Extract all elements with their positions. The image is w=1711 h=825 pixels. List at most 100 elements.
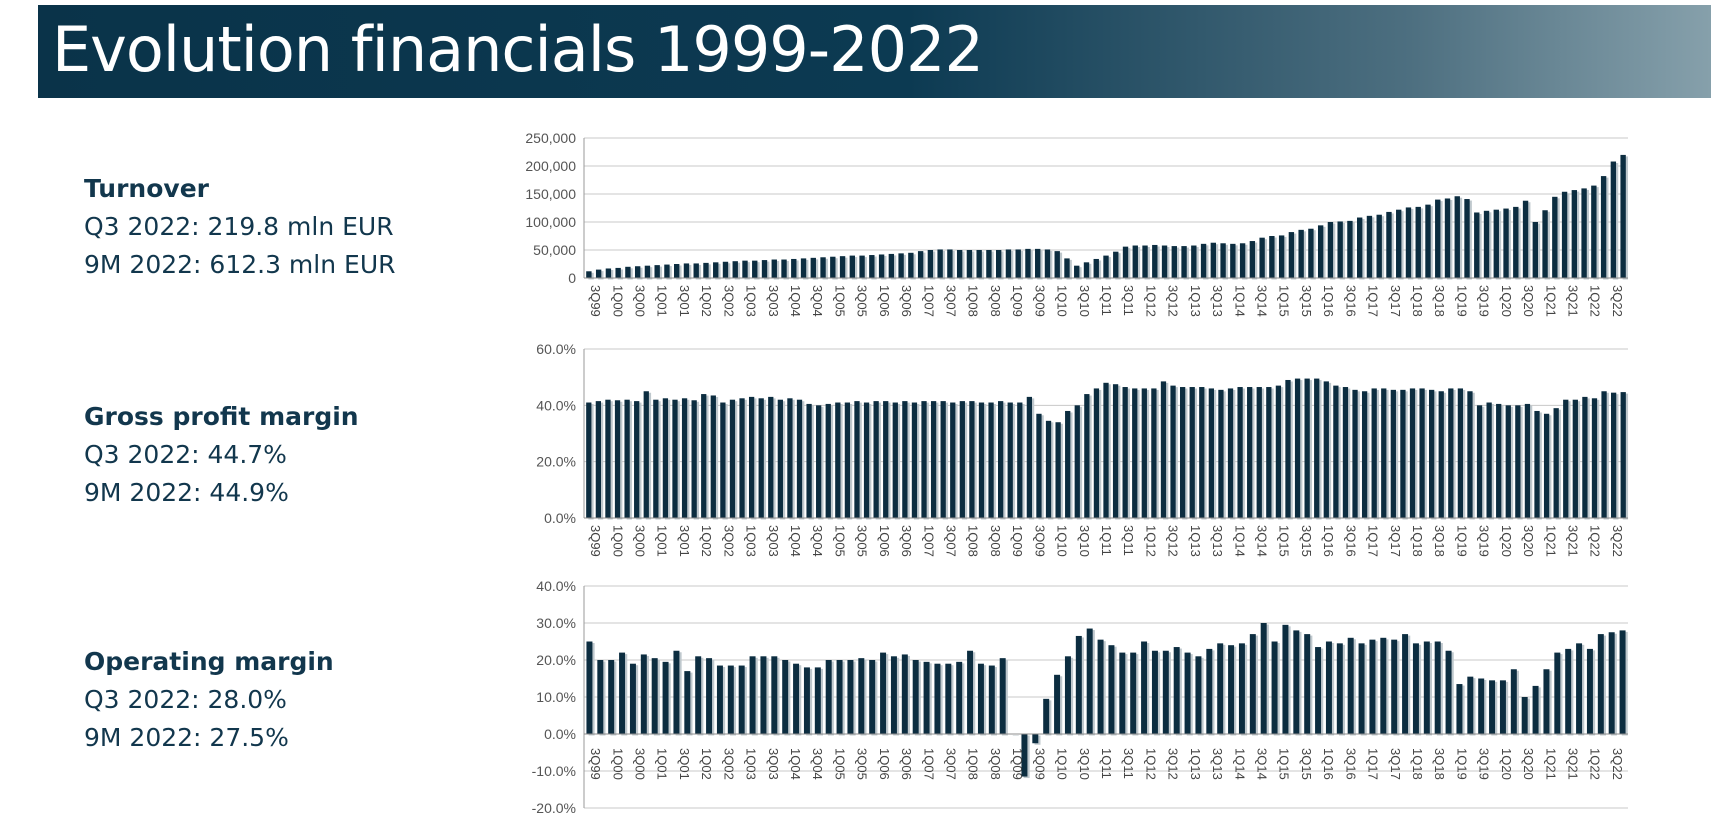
bar <box>1161 245 1168 278</box>
y-tick-label: 20.0% <box>536 454 576 470</box>
bar <box>1315 647 1322 734</box>
bar <box>1483 210 1490 278</box>
bar <box>927 250 934 278</box>
bar <box>930 401 937 518</box>
x-tick-label: 1Q01 <box>655 285 670 317</box>
x-tick-label: 1Q02 <box>699 285 714 317</box>
x-tick-label: 1Q00 <box>610 525 625 557</box>
bar <box>883 401 889 518</box>
bar <box>796 399 803 518</box>
x-tick-label: 3Q17 <box>1388 525 1403 557</box>
bar <box>1314 378 1320 518</box>
bar <box>716 665 723 734</box>
bar <box>1184 652 1191 734</box>
bar <box>1256 387 1262 518</box>
x-tick-label: 3Q11 <box>1121 525 1136 556</box>
x-tick-label: 3Q02 <box>721 525 736 557</box>
bar <box>1493 209 1499 278</box>
bar <box>911 402 918 518</box>
bar <box>1347 220 1353 278</box>
bar <box>634 266 641 278</box>
bar <box>749 656 756 734</box>
x-tick-label: 3Q13 <box>1210 525 1225 557</box>
x-tick-label: 1Q13 <box>1188 748 1203 780</box>
x-tick-label: 3Q02 <box>721 285 736 317</box>
bar <box>1285 379 1291 518</box>
x-tick-label: 1Q01 <box>655 748 670 780</box>
bar <box>1489 680 1496 734</box>
x-tick-label: 1Q06 <box>877 285 892 317</box>
bar <box>595 269 602 278</box>
bar <box>615 267 621 278</box>
bar <box>1199 387 1205 518</box>
bar <box>691 400 697 518</box>
bar <box>1381 388 1387 518</box>
bar <box>806 403 812 518</box>
bar <box>1200 243 1207 278</box>
bar <box>950 402 956 518</box>
bar <box>1293 630 1300 734</box>
x-tick-label: 1Q17 <box>1366 748 1381 780</box>
bar <box>1017 402 1023 518</box>
bar <box>1171 246 1177 278</box>
bar <box>1132 388 1138 518</box>
x-tick-label: 1Q22 <box>1588 285 1603 317</box>
x-tick-label: 1Q14 <box>1232 525 1247 557</box>
bar <box>1366 215 1373 278</box>
bar <box>693 263 699 278</box>
operating-margin-kpi: Operating margin Q3 2022: 28.0% 9M 2022:… <box>84 643 334 757</box>
bar <box>781 259 787 278</box>
bar <box>1474 212 1480 278</box>
bar <box>586 271 592 278</box>
x-tick-label: 3Q06 <box>899 525 914 557</box>
bar <box>967 650 974 734</box>
bar <box>1074 265 1080 278</box>
bar <box>1333 385 1339 518</box>
x-tick-label: 3Q08 <box>988 525 1003 557</box>
bar <box>945 663 952 734</box>
bar <box>976 250 982 278</box>
x-tick-label: 3Q21 <box>1565 285 1580 317</box>
x-tick-label: 3Q19 <box>1477 748 1492 780</box>
bar <box>1043 698 1050 734</box>
bar <box>1083 262 1090 278</box>
bar <box>859 255 865 278</box>
bar <box>614 400 621 518</box>
bar <box>1113 251 1119 278</box>
bar <box>908 252 914 278</box>
x-tick-label: 1Q11 <box>1099 748 1114 779</box>
x-tick-label: 1Q03 <box>744 285 759 317</box>
bar <box>1260 623 1267 734</box>
x-tick-label: 1Q03 <box>744 748 759 780</box>
bar <box>1543 413 1550 518</box>
bar <box>739 398 745 518</box>
x-tick-label: 1Q21 <box>1543 748 1558 780</box>
bar <box>619 652 626 734</box>
bar <box>1141 641 1148 734</box>
bar <box>644 265 651 278</box>
gross-margin-kpi: Gross profit margin Q3 2022: 44.7% 9M 20… <box>84 398 359 512</box>
x-tick-label: 1Q11 <box>1099 285 1114 316</box>
bar <box>969 401 975 518</box>
bar <box>849 255 856 278</box>
bar <box>869 660 876 734</box>
x-tick-label: 3Q10 <box>1077 748 1092 780</box>
bar <box>1601 391 1607 518</box>
bar <box>803 667 810 734</box>
bar-shadow <box>1012 735 1019 736</box>
x-tick-label: 3Q22 <box>1610 748 1625 780</box>
bar <box>937 249 943 278</box>
bar <box>1132 245 1138 278</box>
x-tick-label: 3Q03 <box>766 525 781 557</box>
bar <box>1565 648 1572 734</box>
bar <box>1278 235 1285 278</box>
bar <box>1025 248 1031 278</box>
bar <box>1619 630 1626 734</box>
bar <box>1542 210 1548 278</box>
bar <box>921 401 927 518</box>
x-tick-label: 3Q15 <box>1299 748 1314 780</box>
x-tick-label: 3Q11 <box>1121 748 1136 779</box>
bar <box>787 398 793 518</box>
turnover-kpi: Turnover Q3 2022: 219.8 mln EUR 9M 2022:… <box>84 170 396 284</box>
bar <box>1610 161 1617 278</box>
